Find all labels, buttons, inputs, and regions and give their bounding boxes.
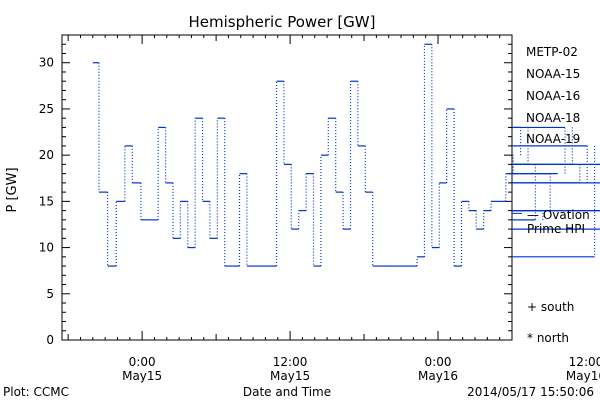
- legend-entry-noaa-18: NOAA-18: [526, 111, 580, 125]
- chart-title: Hemispheric Power [GW]: [189, 13, 376, 31]
- x-tick-label-date: May16: [418, 369, 458, 383]
- x-tick-label-time: 12:00: [273, 355, 308, 369]
- x-axis-label: Date and Time: [243, 385, 331, 399]
- y-tick-label: 0: [46, 333, 54, 347]
- y-tick-label: 30: [39, 56, 54, 70]
- x-tick-label-time: 12:00: [569, 355, 600, 369]
- y-tick-label: 10: [39, 241, 54, 255]
- legend-entry-noaa-16: NOAA-16: [526, 89, 580, 103]
- plot-frame: [61, 34, 513, 341]
- ovation-label-line2: Prime HPI: [527, 222, 585, 236]
- x-tick-label-time: 0:00: [425, 355, 452, 369]
- legend-entry-noaa-15: NOAA-15: [526, 67, 580, 81]
- x-tick-label-time: 0:00: [129, 355, 156, 369]
- y-tick-label: 25: [39, 102, 54, 116]
- plot-credit: Plot: CCMC: [3, 385, 69, 399]
- x-tick-label-date: May15: [122, 369, 162, 383]
- x-axis-ticks: 0:00May1512:00May150:00May1612:00May160:…: [67, 35, 600, 383]
- legend-entry-metp-02: METP-02: [526, 45, 578, 59]
- legend-entry-noaa-19: NOAA-19: [526, 132, 580, 146]
- y-axis-ticks: 0 5 10 15 20 25 30: [39, 34, 512, 347]
- x-tick-label-date: May15: [270, 369, 310, 383]
- series-layer: [92, 43, 600, 267]
- y-tick-label: 5: [46, 287, 54, 301]
- legend: METP-02 NOAA-15 NOAA-16 NOAA-18 NOAA-19: [526, 45, 580, 146]
- south-marker-key: + south: [527, 300, 574, 314]
- ovation-hpi-annotation: — Ovation Prime HPI: [512, 208, 590, 236]
- north-marker-key: * north: [527, 331, 569, 345]
- plot-timestamp: 2014/05/17 15:50:06: [467, 385, 594, 399]
- ovation-label-line1: — Ovation: [527, 208, 590, 222]
- y-tick-label: 20: [39, 148, 54, 162]
- y-axis-label: P [GW]: [5, 167, 20, 212]
- y-tick-label: 15: [39, 194, 54, 208]
- x-tick-label-date: May16: [566, 369, 600, 383]
